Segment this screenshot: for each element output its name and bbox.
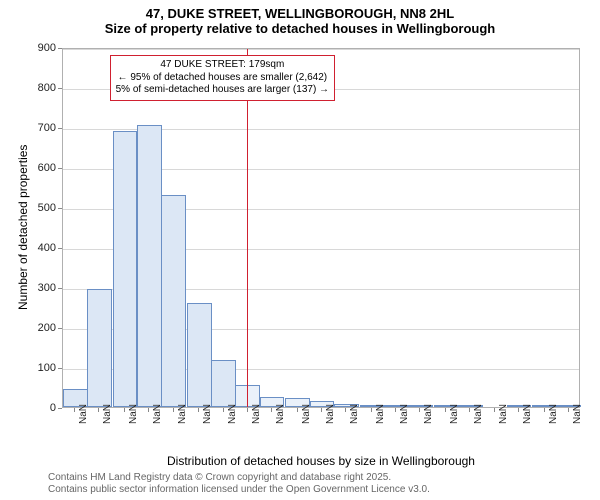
x-tick-label: NaN bbox=[449, 404, 460, 424]
x-tick-mark bbox=[469, 408, 470, 412]
x-tick-mark bbox=[173, 408, 174, 412]
x-tick-label: NaN bbox=[202, 404, 213, 424]
y-tick-mark bbox=[58, 168, 62, 169]
y-tick-label: 200 bbox=[28, 322, 56, 334]
y-tick-label: 400 bbox=[28, 242, 56, 254]
x-tick-mark bbox=[395, 408, 396, 412]
x-tick-mark bbox=[148, 408, 149, 412]
y-tick-label: 700 bbox=[28, 122, 56, 134]
x-tick-label: NaN bbox=[375, 404, 386, 424]
x-tick-mark bbox=[321, 408, 322, 412]
x-tick-mark bbox=[297, 408, 298, 412]
histogram-bar bbox=[161, 195, 186, 407]
x-tick-label: NaN bbox=[548, 404, 559, 424]
x-tick-mark bbox=[124, 408, 125, 412]
gridline bbox=[63, 49, 579, 50]
y-tick-label: 800 bbox=[28, 82, 56, 94]
histogram-bar bbox=[137, 125, 162, 407]
y-tick-mark bbox=[58, 48, 62, 49]
chart-container: 47, DUKE STREET, WELLINGBOROUGH, NN8 2HL… bbox=[0, 0, 600, 500]
x-tick-label: NaN bbox=[423, 404, 434, 424]
x-tick-mark bbox=[544, 408, 545, 412]
chart-title-main: 47, DUKE STREET, WELLINGBOROUGH, NN8 2HL bbox=[0, 0, 600, 21]
x-tick-label: NaN bbox=[498, 404, 509, 424]
x-tick-mark bbox=[419, 408, 420, 412]
annotation-line: 5% of semi-detached houses are larger (1… bbox=[116, 84, 329, 97]
x-axis-label: Distribution of detached houses by size … bbox=[62, 454, 580, 468]
x-tick-mark bbox=[568, 408, 569, 412]
x-tick-mark bbox=[518, 408, 519, 412]
y-tick-mark bbox=[58, 248, 62, 249]
footer-line-2: Contains public sector information licen… bbox=[48, 484, 430, 495]
x-tick-label: NaN bbox=[78, 404, 89, 424]
y-tick-mark bbox=[58, 208, 62, 209]
y-tick-label: 100 bbox=[28, 362, 56, 374]
y-tick-label: 0 bbox=[28, 402, 56, 414]
x-tick-label: NaN bbox=[128, 404, 139, 424]
annotation-box: 47 DUKE STREET: 179sqm← 95% of detached … bbox=[110, 55, 335, 101]
x-tick-label: NaN bbox=[572, 404, 583, 424]
x-tick-mark bbox=[98, 408, 99, 412]
x-tick-label: NaN bbox=[177, 404, 188, 424]
x-tick-label: NaN bbox=[251, 404, 262, 424]
histogram-bar bbox=[187, 303, 212, 407]
annotation-line: ← 95% of detached houses are smaller (2,… bbox=[116, 72, 329, 85]
y-tick-mark bbox=[58, 128, 62, 129]
x-tick-label: NaN bbox=[325, 404, 336, 424]
x-tick-mark bbox=[198, 408, 199, 412]
x-tick-label: NaN bbox=[301, 404, 312, 424]
x-tick-label: NaN bbox=[275, 404, 286, 424]
y-tick-mark bbox=[58, 408, 62, 409]
x-tick-label: NaN bbox=[399, 404, 410, 424]
y-tick-mark bbox=[58, 328, 62, 329]
x-tick-label: NaN bbox=[349, 404, 360, 424]
x-tick-mark bbox=[223, 408, 224, 412]
y-tick-mark bbox=[58, 88, 62, 89]
y-tick-label: 300 bbox=[28, 282, 56, 294]
histogram-bar bbox=[87, 289, 112, 407]
x-tick-mark bbox=[345, 408, 346, 412]
y-tick-label: 900 bbox=[28, 42, 56, 54]
x-tick-mark bbox=[247, 408, 248, 412]
histogram-bar bbox=[113, 131, 138, 407]
chart-title-sub: Size of property relative to detached ho… bbox=[0, 21, 600, 40]
x-tick-mark bbox=[445, 408, 446, 412]
x-tick-mark bbox=[74, 408, 75, 412]
x-tick-label: NaN bbox=[102, 404, 113, 424]
x-tick-mark bbox=[494, 408, 495, 412]
x-tick-label: NaN bbox=[473, 404, 484, 424]
footer-line-1: Contains HM Land Registry data © Crown c… bbox=[48, 472, 391, 483]
x-tick-mark bbox=[271, 408, 272, 412]
x-tick-label: NaN bbox=[522, 404, 533, 424]
plot-area: 47 DUKE STREET: 179sqm← 95% of detached … bbox=[62, 48, 580, 408]
annotation-line: 47 DUKE STREET: 179sqm bbox=[116, 59, 329, 72]
y-tick-mark bbox=[58, 288, 62, 289]
marker-line bbox=[247, 49, 248, 407]
x-tick-mark bbox=[371, 408, 372, 412]
x-tick-label: NaN bbox=[152, 404, 163, 424]
y-tick-label: 600 bbox=[28, 162, 56, 174]
histogram-bar bbox=[211, 360, 236, 407]
x-tick-label: NaN bbox=[227, 404, 238, 424]
y-tick-mark bbox=[58, 368, 62, 369]
y-tick-label: 500 bbox=[28, 202, 56, 214]
